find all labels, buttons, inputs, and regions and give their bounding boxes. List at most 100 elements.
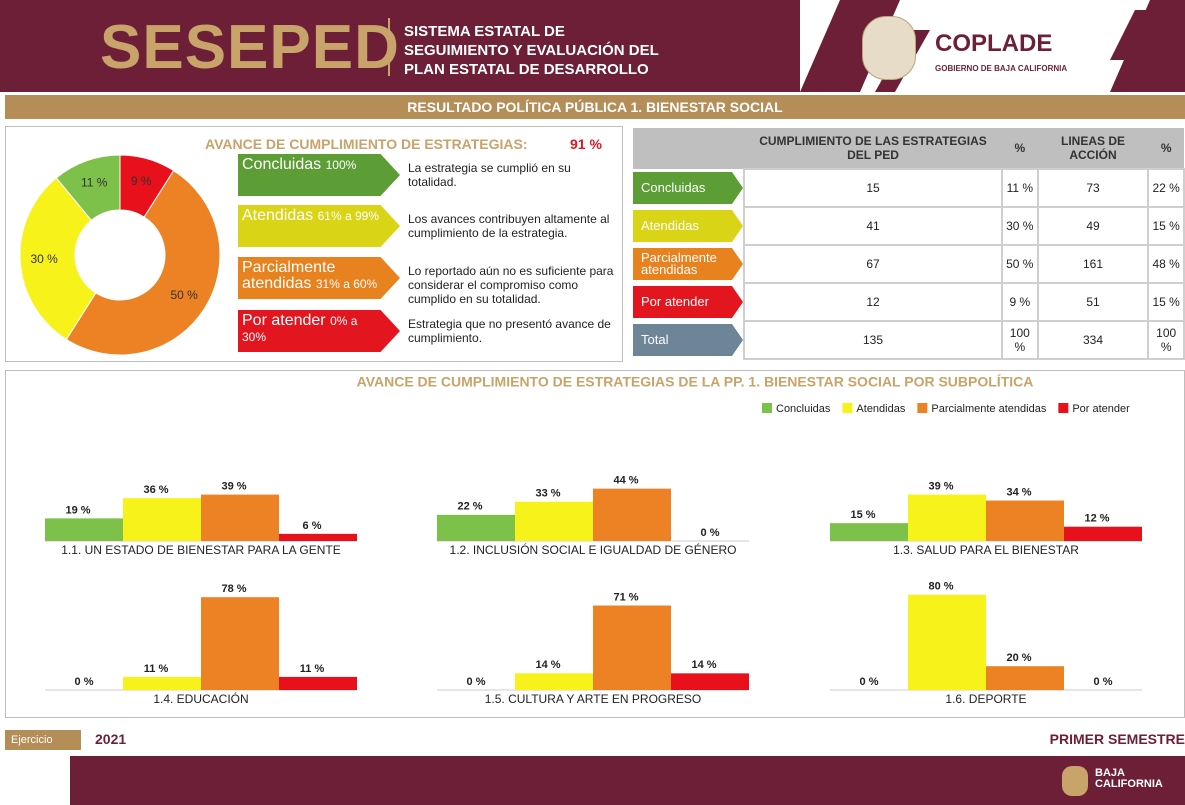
chart-title: 1.2. INCLUSIÓN SOCIAL E IGUALDAD DE GÉNE… <box>450 542 737 557</box>
table-row: Por atender 12 9 % 51 15 % <box>633 282 1185 322</box>
value-label: 71 % <box>613 591 638 603</box>
level-name: Atendidas <box>242 207 314 224</box>
bar <box>279 676 357 690</box>
value-label: 11 % <box>144 663 169 675</box>
bar <box>986 666 1064 690</box>
table-row: Atendidas 41 30 % 49 15 % <box>633 206 1185 246</box>
legend-label: Concluidas <box>776 403 831 415</box>
footer-seal <box>1062 766 1088 796</box>
cell: 48 % <box>1147 244 1185 284</box>
value-label: 0 % <box>75 676 94 688</box>
seal <box>862 16 916 80</box>
row-label-cell: Total <box>633 321 744 359</box>
footer-period: PRIMER SEMESTRE <box>1049 731 1185 747</box>
table-row: Parcialmente atendidas 67 50 % 161 48 % <box>633 244 1185 284</box>
cell: 41 <box>743 206 1003 246</box>
table-body: Concluidas 15 11 % 73 22 % Atendidas 41 30 % 49 1… <box>633 168 1185 360</box>
line: CALIFORNIA <box>1095 778 1163 790</box>
bar <box>515 501 593 541</box>
level-range: 100% <box>325 158 357 172</box>
legend-swatch <box>762 403 772 413</box>
donut-slice <box>19 177 97 341</box>
bar <box>201 597 279 690</box>
column-header: % <box>1002 128 1038 169</box>
cell: 135 <box>743 320 1003 360</box>
cell: 100 % <box>1001 320 1039 360</box>
level-chevron: Por atender 0% a 30% <box>238 310 400 352</box>
chart-title: 1.5. CULTURA Y ARTE EN PROGRESO <box>485 692 702 706</box>
level-range: 0% a 30% <box>242 314 358 344</box>
table: CUMPLIMIENTO DE LAS ESTRATEGIAS DEL PED%… <box>633 128 1185 360</box>
header-row: CUMPLIMIENTO DE LAS ESTRATEGIAS DEL PED%… <box>633 128 1184 169</box>
summary-value: 91 % <box>570 136 602 152</box>
donut-label: 50 % <box>170 288 198 302</box>
value-label: 0 % <box>860 676 879 688</box>
level-chevron: Concluidas 100% <box>238 154 400 196</box>
divider <box>388 18 390 76</box>
bar <box>279 533 357 541</box>
level-description: Lo reportado aún no es suficiente para c… <box>408 264 614 306</box>
header: SESEPED SISTEMA ESTATAL DE SEGUIMIENTO Y… <box>0 0 1185 92</box>
line: BAJA <box>1095 767 1125 779</box>
footer-brand: BAJA CALIFORNIA <box>1095 768 1163 790</box>
banner: RESULTADO POLÍTICA PÚBLICA 1. BIENESTAR … <box>5 95 1185 119</box>
summary-title: AVANCE DE CUMPLIMIENTO DE ESTRATEGIAS: <box>205 136 528 152</box>
system-name: SISTEMA ESTATAL DE SEGUIMIENTO Y EVALUAC… <box>404 22 659 79</box>
level-name: Concluidas <box>242 156 322 173</box>
chart-title: 1.3. SALUD PARA EL BIENESTAR <box>893 543 1079 557</box>
donut-slice <box>65 169 221 356</box>
line: SISTEMA ESTATAL DE <box>404 23 565 40</box>
value-label: 34 % <box>1006 486 1031 498</box>
cell: 11 % <box>1001 168 1039 208</box>
table-row: Total 135 100 % 334 100 % <box>633 320 1185 360</box>
chart-title: 1.1. UN ESTADO DE BIENESTAR PARA LA GENT… <box>61 543 340 557</box>
cell: 12 <box>743 282 1003 322</box>
donut-label: 11 % <box>81 176 108 190</box>
donut-slice <box>119 154 175 218</box>
row-label-cell: Parcialmente atendidas <box>633 245 744 283</box>
donut-label: 9 % <box>131 174 152 188</box>
value-label: 0 % <box>701 527 720 539</box>
panel <box>5 126 623 362</box>
org-sub: GOBIERNO DE BAJA CALIFORNIA <box>935 64 1068 73</box>
cell: 51 <box>1036 282 1150 322</box>
bar-charts: AVANCE DE CUMPLIMIENTO DE ESTRATEGIAS DE… <box>45 374 1142 706</box>
level-range: 61% a 99% <box>317 209 380 223</box>
legend-label: Parcialmente atendidas <box>931 403 1046 415</box>
cell: 100 % <box>1147 320 1185 360</box>
donut-chart: 11 % 30 % 50 % 9 % <box>19 154 221 356</box>
table-row: Concluidas 15 11 % 73 22 % <box>633 168 1185 208</box>
level-chevron: Atendidas 61% a 99% <box>238 205 400 247</box>
value-label: 22 % <box>457 501 482 513</box>
value-label: 6 % <box>303 520 322 532</box>
bar <box>123 676 201 690</box>
value-label: 14 % <box>535 659 560 671</box>
cell: 67 <box>743 244 1003 284</box>
level-description: La estrategia se cumplió en su totalidad… <box>408 161 571 189</box>
cell: 30 % <box>1001 206 1039 246</box>
cell: 161 <box>1036 244 1150 284</box>
bar <box>201 494 279 541</box>
value-label: 33 % <box>535 488 560 500</box>
level-range: 31% a 60% <box>315 277 378 291</box>
row-label: Atendidas <box>633 210 743 242</box>
chart-title: 1.6. DEPORTE <box>945 692 1026 706</box>
legend-swatch <box>917 403 928 413</box>
chart-title: 1.4. EDUCACIÓN <box>153 691 248 706</box>
bar <box>671 673 749 690</box>
value-label: 11 % <box>300 663 325 675</box>
value-label: 44 % <box>613 475 638 487</box>
bar <box>986 500 1064 541</box>
level-name: Parcialmente atendidas <box>242 259 336 292</box>
cell: 50 % <box>1001 244 1039 284</box>
legend-label: Por atender <box>1072 403 1130 415</box>
value-label: 0 % <box>467 676 486 688</box>
row-label-cell: Por atender <box>633 283 744 321</box>
footer-band <box>70 756 1185 805</box>
value-label: 0 % <box>1094 676 1113 688</box>
legend-swatch <box>842 403 853 413</box>
level-description: Estrategia que no presentó avance de cum… <box>408 317 611 345</box>
row-label: Parcialmente atendidas <box>633 248 743 280</box>
bar <box>593 605 671 690</box>
